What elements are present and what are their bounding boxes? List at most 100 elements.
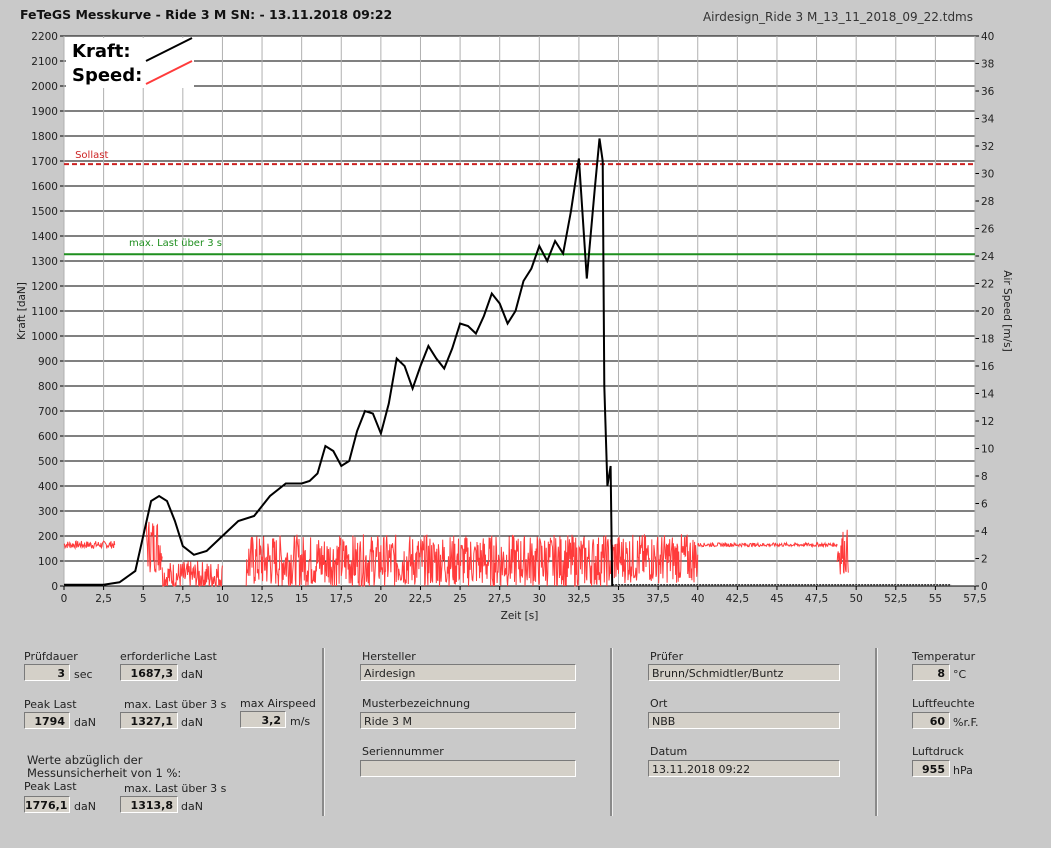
y2-tick-label: 6 (981, 499, 988, 511)
legend-kraft-swatch (145, 37, 193, 62)
max-last-3s-adj-unit: daN (181, 800, 203, 813)
legend-box (66, 38, 194, 88)
erforderliche-last-label: erforderliche Last (120, 650, 217, 663)
x-tick-label: 27,5 (488, 593, 511, 605)
y-axis-label: Kraft [daN] (16, 282, 28, 340)
max-last-3s-label: max. Last über 3 s (124, 698, 227, 711)
datum-field: 13.11.2018 09:22 (648, 760, 840, 777)
musterbezeichnung-label: Musterbezeichnung (362, 697, 471, 710)
legend-speed-label: Speed: (72, 65, 142, 86)
pruefer-field: Brunn/Schmidtler/Buntz (648, 664, 840, 681)
x-tick-label: 7,5 (174, 593, 191, 605)
luftfeuchte-label: Luftfeuchte (912, 697, 975, 710)
musterbezeichnung-field: Ride 3 M (360, 712, 576, 729)
y-tick-label: 2200 (31, 31, 58, 43)
y2-tick-label: 40 (981, 31, 994, 43)
datum-label: Datum (650, 745, 688, 758)
peak-last-field: 1794 (24, 712, 70, 729)
kraft-series-line (64, 138, 614, 587)
x-tick-label: 52,5 (884, 593, 907, 605)
y-tick-label: 600 (38, 431, 58, 443)
peak-last-adj-unit: daN (74, 800, 96, 813)
seriennummer-label: Seriennummer (362, 745, 444, 758)
file-name: Airdesign_Ride 3 M_13_11_2018_09_22.tdms (702, 10, 973, 24)
y-tick-label: 1600 (31, 181, 58, 193)
y2-tick-label: 36 (981, 86, 995, 98)
y-tick-label: 300 (38, 506, 58, 518)
y-tick-label: 500 (38, 456, 58, 468)
y2-tick-label: 12 (981, 416, 994, 428)
y-tick-label: 100 (38, 556, 58, 568)
force-speed-chart: 0100200300400500600700800900100011001200… (16, 31, 1013, 622)
x-tick-label: 37,5 (646, 593, 669, 605)
y-tick-label: 2100 (31, 56, 58, 68)
y2-tick-label: 24 (981, 251, 995, 263)
temperatur-label: Temperatur (912, 650, 976, 663)
max-last-label: max. Last über 3 s (129, 238, 222, 249)
y2-tick-label: 22 (981, 279, 994, 291)
x-tick-label: 20 (374, 593, 387, 605)
y-tick-label: 1800 (31, 131, 58, 143)
legend-speed-swatch (145, 60, 193, 85)
x-tick-label: 42,5 (726, 593, 749, 605)
y2-tick-label: 30 (981, 169, 994, 181)
y-tick-label: 200 (38, 531, 58, 543)
y2-tick-label: 34 (981, 114, 995, 126)
luftdruck-label: Luftdruck (912, 745, 964, 758)
y2-tick-label: 26 (981, 224, 995, 236)
pruefdauer-field: 3 (24, 664, 70, 681)
hersteller-label: Hersteller (362, 650, 416, 663)
x-tick-label: 40 (691, 593, 704, 605)
y2-axis-label: Air Speed [m/s] (1001, 270, 1013, 351)
hersteller-field: Airdesign (360, 664, 576, 681)
panel-divider (875, 648, 878, 816)
y-tick-label: 1000 (31, 331, 58, 343)
x-tick-label: 10 (216, 593, 229, 605)
ort-label: Ort (650, 697, 668, 710)
y-tick-label: 1300 (31, 256, 58, 268)
y2-tick-label: 28 (981, 196, 994, 208)
peak-last-adj-field: 1776,1 (24, 796, 70, 813)
temperatur-unit: °C (953, 668, 967, 681)
y-tick-label: 800 (38, 381, 58, 393)
x-tick-label: 17,5 (330, 593, 353, 605)
pruefdauer-label: Prüfdauer (24, 650, 78, 663)
y2-tick-label: 2 (981, 554, 988, 566)
luftfeuchte-field: 60 (912, 712, 950, 729)
x-tick-label: 35 (612, 593, 625, 605)
seriennummer-field (360, 760, 576, 777)
window-title: FeTeGS Messkurve - Ride 3 M SN: - 13.11.… (20, 7, 393, 22)
y-tick-label: 0 (51, 581, 58, 593)
x-tick-label: 57,5 (963, 593, 986, 605)
y2-tick-label: 14 (981, 389, 995, 401)
max-airspeed-unit: m/s (290, 715, 311, 728)
y2-tick-label: 18 (981, 334, 994, 346)
x-tick-label: 22,5 (409, 593, 432, 605)
y2-tick-label: 8 (981, 471, 988, 483)
y-tick-label: 1400 (31, 231, 58, 243)
x-tick-label: 2,5 (95, 593, 112, 605)
peak-last-unit: daN (74, 716, 96, 729)
legend-kraft-label: Kraft: (72, 41, 131, 62)
speed-series-line (63, 521, 849, 587)
x-tick-label: 0 (61, 593, 68, 605)
x-axis-label: Zeit [s] (501, 610, 539, 622)
y-tick-label: 1500 (31, 206, 58, 218)
y2-tick-label: 16 (981, 361, 995, 373)
max-last-3s-field: 1327,1 (120, 712, 178, 729)
y2-tick-label: 32 (981, 141, 994, 153)
y-tick-label: 1100 (31, 306, 58, 318)
uncertainty-note: Werte abzüglich der Messunsicherheit von… (27, 753, 182, 780)
panel-divider (610, 648, 613, 816)
y2-tick-label: 20 (981, 306, 994, 318)
luftfeuchte-unit: %r.F. (953, 716, 979, 729)
y2-tick-label: 4 (981, 526, 988, 538)
peak-last-adj-label: Peak Last (24, 780, 77, 793)
x-tick-label: 15 (295, 593, 308, 605)
pruefer-label: Prüfer (650, 650, 684, 663)
x-tick-label: 30 (533, 593, 546, 605)
luftdruck-field: 955 (912, 760, 950, 777)
y-tick-label: 1900 (31, 106, 58, 118)
pruefdauer-unit: sec (74, 668, 93, 681)
max-last-3s-adj-label: max. Last über 3 s (124, 782, 227, 795)
